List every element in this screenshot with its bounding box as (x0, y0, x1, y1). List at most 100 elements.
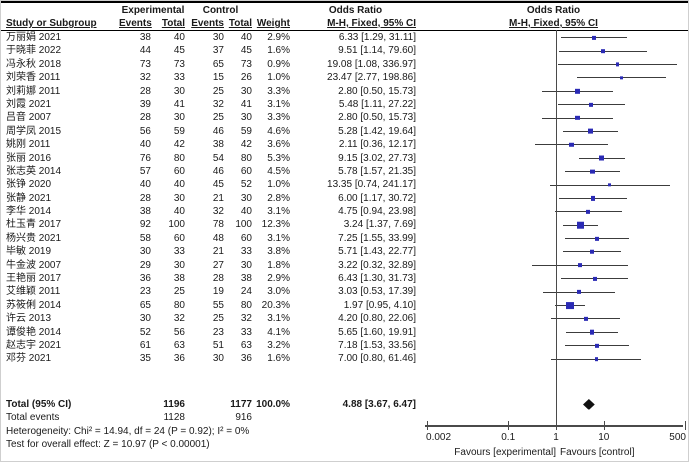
total-exp-value: 33 (173, 72, 185, 84)
total-ctl-value: 40 (240, 206, 252, 218)
events-exp-value: 30 (139, 246, 151, 258)
effect-square (594, 343, 600, 348)
events-exp-value: 65 (139, 299, 151, 311)
total-or-label: 4.88 [3.67, 6.47] (342, 398, 416, 410)
or-ci-value: 4.20 [0.80, 22.06] (338, 313, 416, 325)
effect-square (594, 357, 599, 361)
or-ci-value: 3.03 [0.53, 17.39] (338, 286, 416, 298)
weight-value: 0.9% (267, 58, 290, 70)
total-ctl-value: 32 (240, 313, 252, 325)
weight-value: 1.6% (267, 353, 290, 365)
total-ctl-value: 52 (240, 179, 252, 191)
total-ctl-value: 80 (240, 152, 252, 164)
effect-square (578, 263, 583, 268)
total-exp-value: 80 (173, 152, 185, 164)
header-group-control: Control (202, 5, 239, 16)
pooled-effect-diamond (582, 398, 595, 410)
table-header: Experimental Control Odds Ratio Odds Rat… (1, 1, 688, 31)
total-exp-value: 63 (173, 339, 185, 351)
total-ctl-value: 38 (240, 273, 252, 285)
ci-plot-cell (419, 85, 688, 98)
study-label: 万丽娟 2021 (6, 32, 62, 43)
or-ci-value: 5.28 [1.42, 19.64] (338, 125, 416, 137)
total-ctl-value: 24 (240, 286, 252, 298)
events-exp-value: 40 (139, 139, 151, 151)
total-events-label: Total events (6, 412, 60, 424)
study-row: 李华 2014 38 40 32 40 3.1% 4.75 [0.94, 23.98] (1, 205, 688, 218)
events-exp-value: 52 (139, 326, 151, 338)
header-column-row: Study or Subgroup Events Total Events To… (1, 17, 688, 30)
study-row: 苏筱俐 2014 65 80 55 80 20.3% 1.97 [0.95, 4.10] (1, 299, 688, 312)
events-ctl-value: 30 (212, 353, 224, 365)
study-label: 于晓菲 2022 (6, 45, 62, 57)
or-ci-value: 9.51 [1.14, 79.60] (338, 45, 416, 57)
total-ctl-value: 40 (240, 32, 252, 43)
weight-value: 3.8% (267, 246, 290, 258)
ci-plot-cell (419, 218, 688, 231)
total-label: Total (95% CI) (6, 398, 72, 410)
col-header-or-ci: M-H, Fixed, 95% CI (327, 18, 416, 29)
events-exp-value: 28 (139, 192, 151, 204)
events-ctl-value: 15 (212, 72, 224, 84)
events-ctl-value: 54 (212, 152, 224, 164)
total-exp-value: 40 (173, 206, 185, 218)
weight-value: 20.3% (261, 299, 290, 311)
ci-plot-cell (419, 259, 688, 272)
weight-value: 12.3% (261, 219, 290, 231)
col-header-total-ctl: Total (228, 18, 252, 29)
total-ctl-value: 42 (240, 139, 252, 151)
study-row: 杜玉青 2017 92 100 78 100 12.3% 3.24 [1.37, 7.69] (1, 218, 688, 231)
ci-plot-cell (419, 232, 688, 245)
ci-plot-cell (419, 272, 688, 285)
events-ctl-value: 51 (212, 339, 224, 351)
weight-value: 3.0% (267, 286, 290, 298)
events-exp-value: 35 (139, 353, 151, 365)
weight-value: 3.1% (267, 232, 290, 244)
col-header-events-exp: Events (119, 18, 152, 29)
ci-plot-cell (419, 205, 688, 218)
header-group-experimental: Experimental (121, 5, 185, 16)
study-row: 吕音 2007 28 30 25 30 3.3% 2.80 [0.50, 15.73] (1, 111, 688, 124)
or-ci-value: 13.35 [0.74, 241.17] (327, 179, 416, 191)
ci-plot-cell (419, 339, 688, 352)
events-exp-value: 57 (139, 165, 151, 177)
study-row: 刘霞 2021 39 41 32 41 3.1% 5.48 [1.11, 27.22] (1, 98, 688, 111)
weight-value: 3.1% (267, 206, 290, 218)
ci-plot-cell (419, 326, 688, 339)
total-exp-value: 38 (173, 273, 185, 285)
weight-value: 2.9% (267, 273, 290, 285)
header-group-row: Experimental Control Odds Ratio Odds Rat… (1, 4, 688, 17)
weight-value: 4.5% (267, 165, 290, 177)
effect-square (589, 102, 594, 107)
study-label: 吕音 2007 (6, 112, 52, 124)
events-exp-value: 36 (139, 273, 151, 285)
effect-square (619, 76, 624, 80)
ci-plot-cell (419, 111, 688, 124)
or-ci-value: 5.78 [1.57, 21.35] (338, 165, 416, 177)
or-ci-value: 19.08 [1.08, 336.97] (327, 58, 416, 70)
events-exp-value: 56 (139, 125, 151, 137)
or-ci-value: 3.24 [1.37, 7.69] (343, 219, 416, 231)
events-ctl-value: 46 (212, 165, 224, 177)
study-label: 艾维颖 2011 (6, 286, 61, 298)
study-label: 张静 2021 (6, 192, 52, 204)
study-row: 周学凤 2015 56 59 46 59 4.6% 5.28 [1.42, 19.64] (1, 125, 688, 138)
study-label: 谭俊艳 2014 (6, 326, 62, 338)
events-ctl-value: 21 (212, 192, 224, 204)
study-label: 王艳丽 2017 (6, 273, 62, 285)
total-ctl-value: 30 (240, 259, 252, 271)
header-group-odds-ratio-text: Odds Ratio (328, 5, 383, 16)
events-ctl-value: 38 (212, 139, 224, 151)
events-ctl-value: 32 (212, 206, 224, 218)
ci-plot-cell (419, 312, 688, 325)
study-row: 张丽 2016 76 80 54 80 5.3% 9.15 [3.02, 27.73] (1, 152, 688, 165)
events-ctl-value: 46 (212, 125, 224, 137)
total-ctl-value: 80 (240, 299, 252, 311)
effect-square (569, 142, 574, 148)
study-row: 王艳丽 2017 36 38 28 38 2.9% 6.43 [1.30, 31.73] (1, 272, 688, 285)
study-label: 张志英 2014 (6, 165, 62, 177)
or-ci-value: 3.22 [0.32, 32.89] (338, 259, 416, 271)
total-exp-value: 33 (173, 246, 185, 258)
total-exp-value: 100 (168, 219, 185, 231)
